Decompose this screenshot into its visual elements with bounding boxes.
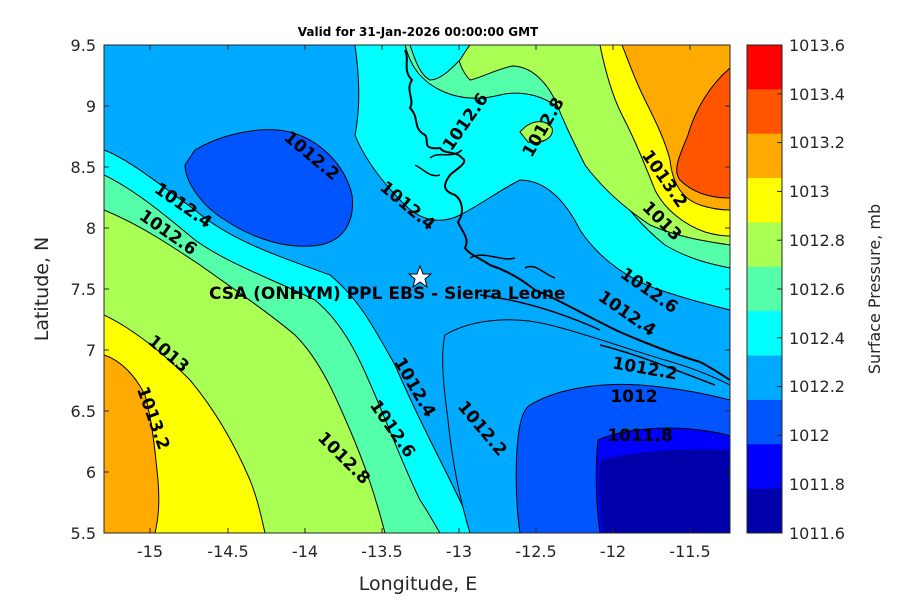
colorbar-tick-label: 1012.4 <box>789 329 845 348</box>
x-tick-label: -13 <box>446 542 472 561</box>
colorbar-swatch <box>747 89 782 135</box>
figure-title: Valid for 31-Jan-2026 00:00:00 GMT <box>298 25 539 39</box>
colorbar-swatch <box>747 444 782 490</box>
star-icon <box>407 264 433 289</box>
colorbar-swatch <box>747 355 782 401</box>
colorbar: 1013.6 1013.4 1013.2 1013 1012.8 1012.6 … <box>746 36 884 543</box>
colorbar-tick-label: 1012.6 <box>789 280 845 299</box>
x-tick-label: -11.5 <box>669 542 710 561</box>
y-tick-label: 9.5 <box>71 36 96 55</box>
station-marker: CSA (ONHYM) PPL EBS - Sierra Leone <box>209 264 566 304</box>
y-tick-label: 7 <box>86 341 96 360</box>
colorbar-tick-label: 1013.4 <box>789 85 845 104</box>
y-tick-label: 8 <box>86 219 96 238</box>
y-tick-label: 7.5 <box>71 280 96 299</box>
colorbar-swatch <box>747 311 782 357</box>
colorbar-tick-label: 1013.6 <box>789 36 845 55</box>
colorbar-swatches <box>747 45 782 534</box>
contour-label: 1011.8 <box>607 426 673 446</box>
x-tick-label: -14 <box>292 542 318 561</box>
colorbar-tick-label: 1011.6 <box>789 524 845 543</box>
colorbar-swatch <box>747 222 782 268</box>
colorbar-swatch <box>747 178 782 223</box>
colorbar-tick-label: 1011.8 <box>789 475 845 494</box>
x-tick-label: -15 <box>137 542 163 561</box>
colorbar-swatch <box>747 266 782 312</box>
band-1011-6-southeast <box>599 449 730 533</box>
band-1013-2-southwest <box>104 354 160 533</box>
contour-label: 1012 <box>610 387 657 407</box>
band-1012-low-west <box>184 129 354 247</box>
y-tick-label: 9 <box>86 97 96 116</box>
colorbar-swatch <box>747 488 782 534</box>
x-axis-label: Longitude, E <box>359 573 478 595</box>
station-label: CSA (ONHYM) PPL EBS - Sierra Leone <box>209 284 566 304</box>
y-axis-label: Latitude, N <box>31 237 53 342</box>
band-1012-4-top-lobe <box>409 45 471 81</box>
colorbar-ticks <box>777 44 782 534</box>
y-tick-label: 6.5 <box>71 402 96 421</box>
x-tick-label: -12 <box>600 542 626 561</box>
y-tick-label: 8.5 <box>71 158 96 177</box>
x-axis: -15 -14.5 -14 -13.5 -13 -12.5 -12 -11.5 … <box>137 45 711 595</box>
y-tick-label: 6 <box>86 463 96 482</box>
colorbar-swatch <box>747 133 782 179</box>
x-tick-label: -12.5 <box>515 542 556 561</box>
band-1013-4-north <box>676 67 730 199</box>
x-tick-label: -13.5 <box>361 542 402 561</box>
contour-map <box>104 45 730 533</box>
x-tick-label: -14.5 <box>207 542 248 561</box>
coastline-detail <box>414 149 716 386</box>
colorbar-tick-label: 1013.2 <box>789 133 845 152</box>
y-axis: 9.5 9 8.5 8 7.5 7 6.5 6 5.5 Latitude, N <box>31 36 730 543</box>
colorbar-tick-label: 1012.8 <box>789 231 845 250</box>
colorbar-swatch <box>747 399 782 445</box>
colorbar-label: Surface Pressure, mb <box>865 204 884 374</box>
colorbar-tick-label: 1013 <box>789 182 830 201</box>
colorbar-tick-label: 1012 <box>789 426 830 445</box>
y-tick-label: 5.5 <box>71 524 96 543</box>
coastline <box>404 49 730 381</box>
band-1012-8-island <box>519 121 553 144</box>
colorbar-tick-label: 1012.2 <box>789 377 845 396</box>
colorbar-swatch <box>747 45 782 90</box>
